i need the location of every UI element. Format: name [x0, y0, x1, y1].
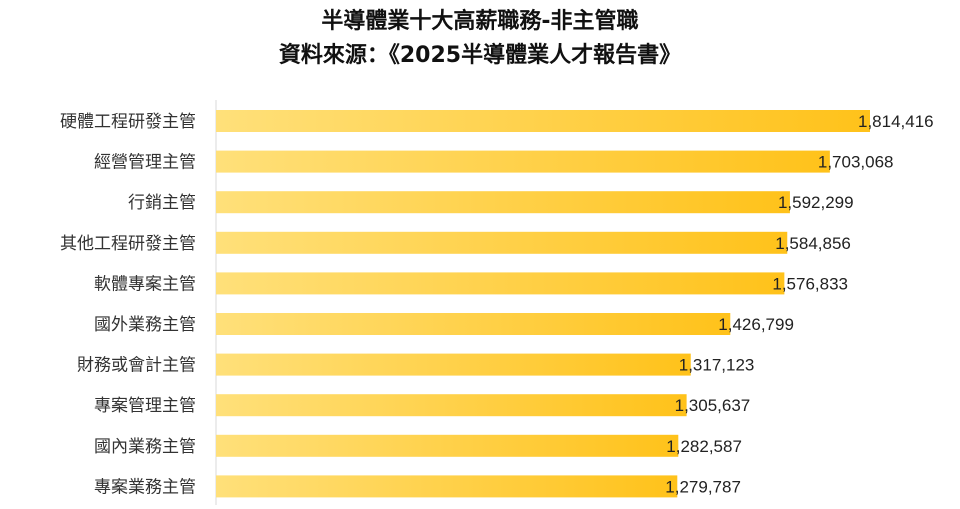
category-label: 財務或會計主管: [77, 356, 196, 376]
value-label: 1,282,587: [666, 437, 742, 456]
bar: [216, 272, 785, 295]
category-label: 經營管理主管: [94, 153, 196, 173]
value-label: 1,317,123: [679, 356, 755, 375]
bar: [216, 434, 679, 457]
bar: [216, 231, 788, 254]
category-label: 專案業務主管: [94, 477, 196, 497]
category-label: 行銷主管: [128, 193, 196, 213]
bar: [216, 191, 790, 214]
bar: [216, 475, 678, 498]
bar: [216, 110, 870, 132]
value-label: 1,814,416: [858, 112, 934, 131]
category-label: 其他工程研發主管: [60, 234, 196, 254]
category-label: 軟體專案主管: [94, 274, 196, 294]
category-label: 專案管理主管: [94, 396, 196, 416]
category-label: 國外業務主管: [94, 315, 196, 335]
chart-title: 半導體業十大高薪職務-非主管職: [321, 9, 639, 34]
category-label: 硬體工程研發主管: [60, 112, 196, 132]
category-label: 國內業務主管: [94, 437, 196, 457]
bar: [216, 394, 687, 417]
value-label: 1,592,299: [778, 193, 854, 212]
chart-subtitle: 資料來源：《2025半導體業人才報告書》: [278, 43, 682, 68]
value-label: 1,576,833: [772, 274, 848, 293]
value-label: 1,279,787: [665, 477, 741, 496]
bar: [216, 313, 731, 335]
value-label: 1,703,068: [818, 153, 894, 172]
bar: [216, 353, 691, 376]
value-label: 1,305,637: [675, 396, 751, 415]
value-label: 1,584,856: [775, 234, 851, 253]
bar: [216, 150, 830, 173]
value-label: 1,426,799: [718, 315, 794, 334]
